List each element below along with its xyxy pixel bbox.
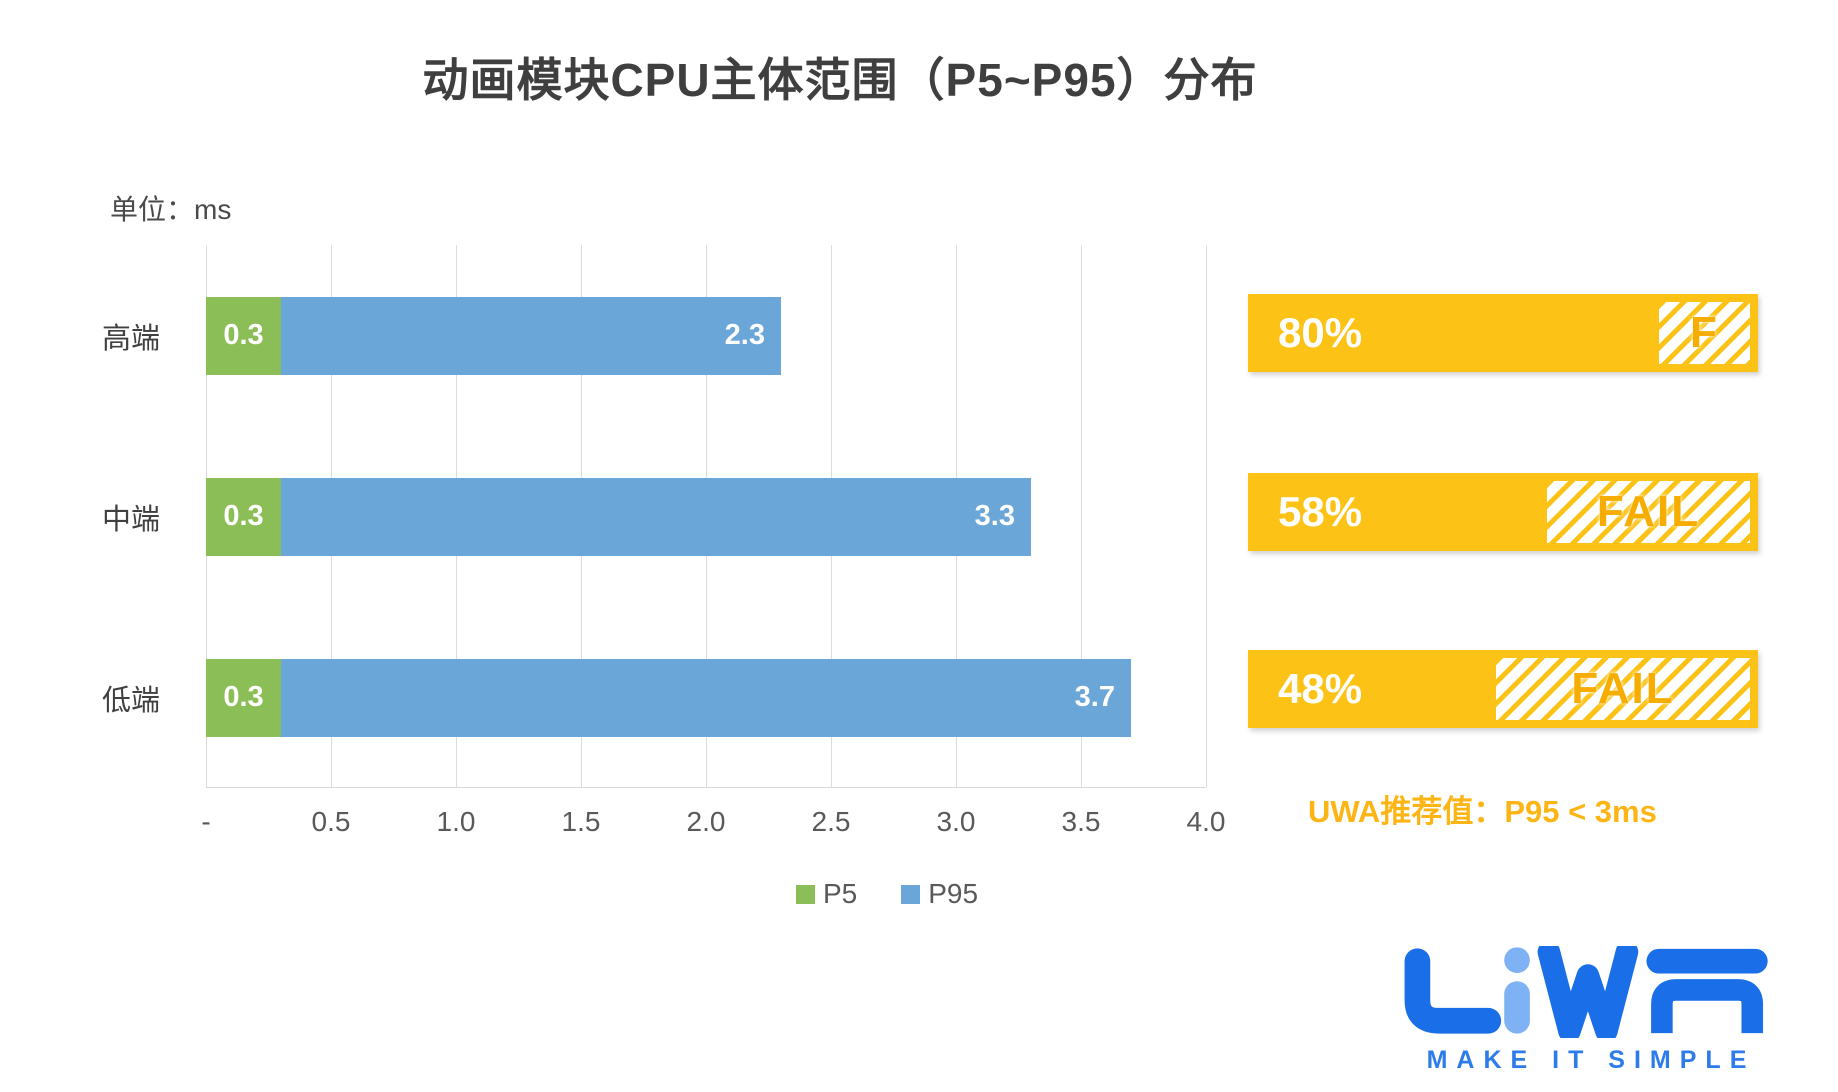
- p95-value-label: 3.3: [974, 500, 1015, 532]
- unit-label: 单位：ms: [110, 194, 232, 225]
- bar-row-high-end: 高端 0.3 2.3: [102, 245, 1206, 426]
- p5-value-label: 0.3: [223, 500, 264, 532]
- legend-item-p5: P5: [796, 878, 857, 910]
- p95-swatch-icon: [901, 884, 921, 904]
- gridline: [1206, 245, 1207, 787]
- chart-title: 动画模块CPU主体范围（P5~P95）分布: [422, 54, 1258, 106]
- grade-badge-low-end: 48% FAIL: [1248, 650, 1758, 728]
- x-tick-label: 4.0: [1186, 806, 1226, 837]
- x-tick-label: 1.0: [436, 806, 476, 837]
- grade-badge-high-end: 80% F: [1248, 294, 1758, 372]
- percent-label: 58%: [1278, 488, 1363, 535]
- p5-swatch-icon: [796, 884, 815, 904]
- uwa-recommendation-note: UWA推荐值：P95 < 3ms: [1308, 794, 1657, 829]
- bar-row-low-end: 低端 0.3 3.7: [102, 607, 1206, 788]
- x-tick-label: 1.5: [561, 806, 601, 837]
- x-tick-label: 2.5: [811, 806, 851, 837]
- x-tick-label: 2.0: [686, 806, 726, 837]
- p95-value-label: 3.7: [1074, 681, 1115, 713]
- p95-segment: 2.3: [281, 296, 781, 375]
- logo-tagline: MAKE IT SIMPLE: [1426, 1046, 1756, 1074]
- p5-value-label: 0.3: [223, 681, 264, 713]
- hatch-region: FAIL: [1493, 655, 1753, 723]
- p95-value-label: 2.3: [724, 319, 765, 351]
- hatch-region: FAIL: [1544, 478, 1753, 546]
- grade-label: F: [1690, 308, 1719, 357]
- x-tick-label: 3.5: [1061, 806, 1101, 837]
- grade-label: FAIL: [1571, 664, 1675, 713]
- grade-label: FAIL: [1596, 487, 1701, 536]
- percent-label: 48%: [1278, 665, 1363, 712]
- legend-label: P95: [928, 878, 979, 909]
- x-tick-label: 0.5: [311, 806, 351, 837]
- p5-segment: 0.3: [206, 296, 281, 375]
- grade-badge-mid-end: 58% FAIL: [1248, 473, 1758, 551]
- range-bar: 0.3 3.7: [206, 658, 1206, 737]
- category-label: 低端: [101, 684, 160, 717]
- uwa-logo-glyphs: [1404, 946, 1768, 1038]
- p5-segment: 0.3: [206, 658, 281, 737]
- p95-segment: 3.3: [281, 477, 1031, 556]
- x-axis: - 0.5 1.0 1.5 2.0 2.5 3.0 3.5 4.0: [201, 806, 1225, 846]
- legend-label: P5: [823, 878, 858, 909]
- legend-item-p95: P95: [901, 878, 978, 910]
- category-label: 高端: [101, 322, 160, 355]
- p5-segment: 0.3: [206, 477, 281, 556]
- uwa-logo: MAKE IT SIMPLE: [1402, 946, 1780, 1075]
- p5-value-label: 0.3: [223, 319, 264, 351]
- hatch-region: F: [1656, 299, 1753, 367]
- x-tick-label: 3.0: [936, 806, 976, 837]
- range-bar: 0.3 3.3: [206, 477, 1206, 556]
- plot-area: 高端 0.3 2.3 中端 0.3 3.3 低端: [102, 245, 1207, 788]
- p95-segment: 3.7: [281, 658, 1131, 737]
- percent-label: 80%: [1278, 309, 1363, 356]
- x-tick-label: -: [201, 806, 211, 837]
- bar-row-mid-end: 中端 0.3 3.3: [102, 426, 1206, 607]
- legend: P5 P95: [796, 878, 978, 910]
- range-bar: 0.3 2.3: [206, 296, 1206, 375]
- gridline: [1081, 245, 1082, 787]
- bar-rows: 高端 0.3 2.3 中端 0.3 3.3 低端: [102, 245, 1206, 788]
- category-label: 中端: [101, 503, 160, 536]
